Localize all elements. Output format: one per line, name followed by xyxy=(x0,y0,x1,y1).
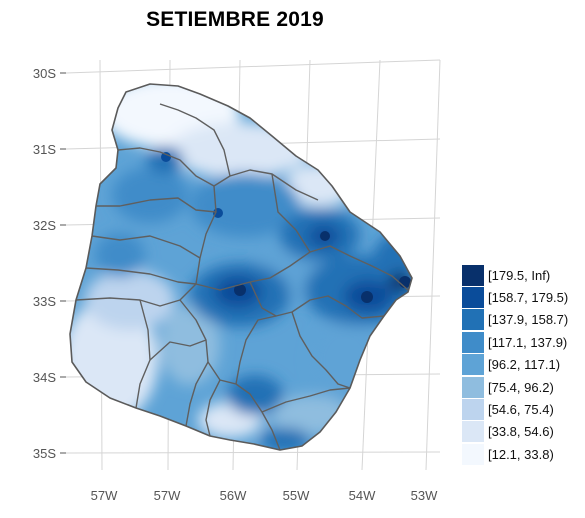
department-borders xyxy=(75,103,409,451)
legend-label: [75.4, 96.2) xyxy=(488,379,554,395)
y-tick-label: 30S xyxy=(33,66,56,81)
map-title: SETIEMBRE 2019 xyxy=(146,8,324,31)
legend-label: [12.1, 33.8) xyxy=(488,446,554,462)
legend-label: [33.8, 54.6) xyxy=(488,424,554,440)
legend-item: [117.1, 137.9) xyxy=(462,331,568,353)
x-tick-label: 56W xyxy=(220,488,247,503)
y-tick-label: 35S xyxy=(33,446,56,461)
map-canvas: 30S 31S 32S 33S 34S 35S 57W 57W 56W 55W … xyxy=(33,59,441,503)
legend-swatch xyxy=(462,354,484,376)
legend-label: [179.5, Inf) xyxy=(488,267,551,283)
legend-swatch xyxy=(462,309,484,331)
y-tick-label: 31S xyxy=(33,142,56,157)
legend-item: [33.8, 54.6) xyxy=(462,421,568,443)
legend: [179.5, Inf) [158.7, 179.5) [137.9, 158.… xyxy=(462,264,568,466)
legend-item: [12.1, 33.8) xyxy=(462,443,568,465)
legend-swatch xyxy=(462,443,484,465)
legend-swatch xyxy=(462,331,484,353)
x-axis: 57W 57W 56W 55W 54W 53W xyxy=(91,488,438,503)
legend-label: [117.1, 137.9) xyxy=(488,334,568,350)
legend-swatch xyxy=(462,376,484,398)
x-tick-label: 55W xyxy=(283,488,310,503)
x-tick-label: 57W xyxy=(154,488,181,503)
legend-label: [137.9, 158.7) xyxy=(488,312,569,328)
legend-item: [75.4, 96.2) xyxy=(462,376,568,398)
legend-swatch xyxy=(462,287,484,309)
legend-label: [54.6, 75.4) xyxy=(488,402,554,418)
y-tick-label: 33S xyxy=(33,294,56,309)
legend-item: [54.6, 75.4) xyxy=(462,398,568,421)
legend-item: [179.5, Inf) xyxy=(462,264,568,286)
y-axis: 30S 31S 32S 33S 34S 35S xyxy=(33,66,66,461)
x-tick-label: 53W xyxy=(411,488,438,503)
y-tick-label: 32S xyxy=(33,218,56,233)
legend-item: [137.9, 158.7) xyxy=(462,309,568,331)
legend-swatch xyxy=(462,264,484,286)
x-tick-label: 54W xyxy=(349,488,376,503)
y-tick-label: 34S xyxy=(33,370,56,385)
legend-label: [158.7, 179.5) xyxy=(488,290,569,306)
country-outline xyxy=(69,83,413,451)
legend-item: [158.7, 179.5) xyxy=(462,286,569,309)
x-tick-label: 57W xyxy=(91,488,118,503)
legend-item: [96.2, 117.1) xyxy=(462,354,568,376)
legend-label: [96.2, 117.1) xyxy=(488,357,561,373)
legend-swatch xyxy=(462,399,484,421)
legend-swatch xyxy=(462,421,484,443)
